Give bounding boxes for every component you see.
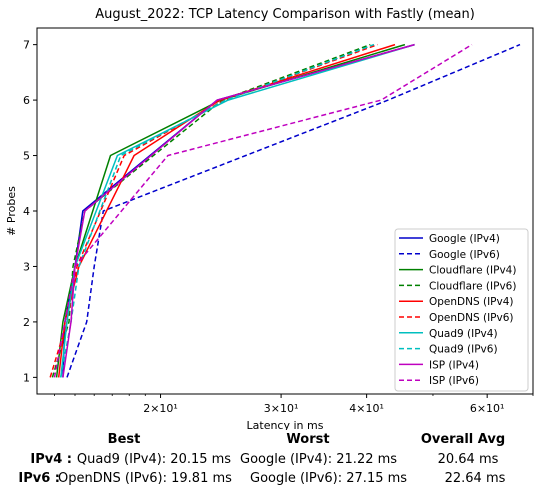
legend-label-isp-ipv6: ISP (IPv6) bbox=[429, 375, 479, 387]
series-line-isp-ipv6 bbox=[53, 43, 473, 378]
ipv4-avg: 20.64 ms bbox=[437, 452, 499, 467]
worst-header: Worst bbox=[286, 432, 330, 447]
ipv6-worst: Google (IPv6): 27.15 ms bbox=[250, 471, 408, 486]
latency-chart: August_2022: TCP Latency Comparison with… bbox=[5, 7, 534, 430]
ipv4-worst: Google (IPv4): 21.22 ms bbox=[240, 452, 398, 467]
x-tick-label-20: 2×10¹ bbox=[143, 402, 178, 415]
legend-label-cloudflare-ipv6: Cloudflare (IPv6) bbox=[429, 280, 516, 292]
series-line-google-ipv6 bbox=[66, 43, 521, 378]
series-line-isp-ipv4 bbox=[62, 43, 415, 378]
x-tick-label-30: 3×10¹ bbox=[264, 402, 299, 415]
legend-label-quad9-ipv6: Quad9 (IPv6) bbox=[429, 344, 498, 356]
y-tick-label-7: 7 bbox=[23, 39, 30, 52]
series-line-cloudflare-ipv4 bbox=[55, 43, 406, 378]
legend-label-cloudflare-ipv4: Cloudflare (IPv4) bbox=[429, 265, 516, 277]
ipv6-row-label: IPv6 : bbox=[18, 471, 60, 486]
ipv6-best: OpenDNS (IPv6): 19.81 ms bbox=[58, 471, 232, 486]
legend-label-isp-ipv4: ISP (IPv4) bbox=[429, 359, 479, 371]
y-tick-label-2: 2 bbox=[23, 316, 30, 329]
best-header: Best bbox=[107, 432, 141, 447]
series-line-opendns-ipv4 bbox=[57, 43, 396, 378]
x-axis: 2×10¹ 3×10¹ 4×10¹ 6×10¹ bbox=[54, 394, 534, 415]
chart-title: August_2022: TCP Latency Comparison with… bbox=[95, 7, 475, 22]
y-axis: 1 2 3 4 5 6 7 bbox=[23, 39, 37, 384]
ipv4-best: Quad9 (IPv4): 20.15 ms bbox=[76, 452, 232, 467]
avg-header: Overall Avg bbox=[420, 432, 506, 447]
y-tick-label-4: 4 bbox=[23, 205, 30, 218]
series-line-quad9-ipv6 bbox=[60, 43, 375, 378]
series-lines bbox=[49, 43, 521, 378]
legend-label-quad9-ipv4: Quad9 (IPv4) bbox=[429, 328, 498, 340]
x-tick-label-40: 4×10¹ bbox=[349, 402, 384, 415]
y-tick-label-5: 5 bbox=[23, 150, 30, 163]
y-axis-label: # Probes bbox=[5, 186, 18, 236]
y-tick-label-6: 6 bbox=[23, 94, 30, 107]
legend: Google (IPv4) Google (IPv6) Cloudflare (IP… bbox=[394, 228, 529, 392]
legend-label-google-ipv4: Google (IPv4) bbox=[429, 233, 500, 245]
series-line-quad9-ipv4 bbox=[60, 43, 415, 378]
x-tick-label-60: 6×10¹ bbox=[470, 402, 505, 415]
y-tick-label-3: 3 bbox=[23, 260, 30, 273]
ipv6-avg: 22.64 ms bbox=[444, 471, 506, 486]
y-tick-label-1: 1 bbox=[23, 371, 30, 384]
legend-label-opendns-ipv4: OpenDNS (IPv4) bbox=[429, 296, 514, 308]
ipv4-row-label: IPv4 : bbox=[30, 452, 72, 467]
legend-label-google-ipv6: Google (IPv6) bbox=[429, 249, 500, 261]
legend-box bbox=[394, 228, 529, 392]
x-axis-label: Latency in ms bbox=[247, 419, 324, 430]
stats-table: Best Worst Overall Avg IPv4 : Quad9 (IPv… bbox=[0, 430, 541, 496]
legend-label-opendns-ipv6: OpenDNS (IPv6) bbox=[429, 312, 514, 324]
